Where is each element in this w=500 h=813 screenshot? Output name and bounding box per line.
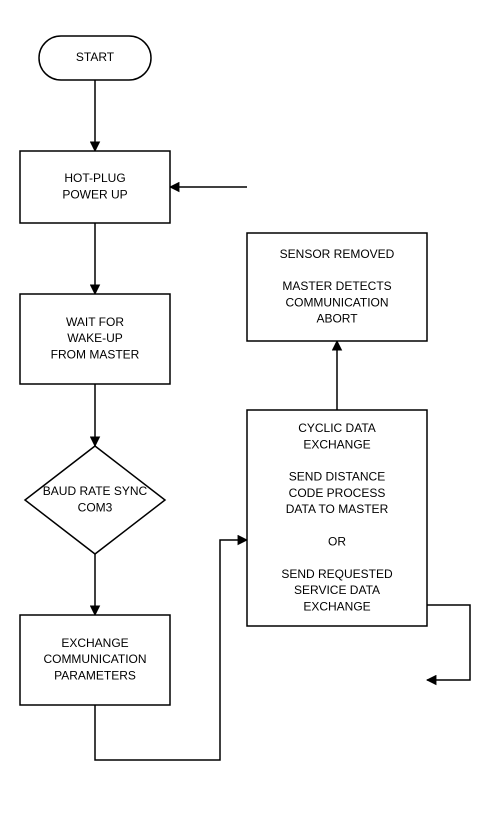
node-cyclic: CYCLIC DATA EXCHANGE SEND DISTANCE CODE PRO… [247,410,427,626]
removed-label-4: ABORT [316,312,358,326]
hotplug-label-1: POWER UP [62,187,127,201]
removed-label-2: MASTER DETECTS [282,279,391,293]
cyclic-label-1: EXCHANGE [303,437,370,451]
cyclic-label-0: CYCLIC DATA [298,421,376,435]
exchange-label-2: PARAMETERS [54,668,136,682]
node-hotplug: HOT-PLUG POWER UP [20,151,170,223]
removed-label-0: SENSOR REMOVED [280,247,395,261]
flowchart: START HOT-PLUG POWER UP WAIT FOR WAKE-UP FROM… [0,0,500,813]
node-baud: BAUD RATE SYNC COM3 [25,446,165,554]
node-exchange: EXCHANGE COMMUNICATION PARAMETERS [20,615,170,705]
wait-label-2: FROM MASTER [51,347,140,361]
wait-label-1: WAKE-UP [67,331,123,345]
start-label-0: START [76,50,115,64]
node-wait: WAIT FOR WAKE-UP FROM MASTER [20,294,170,384]
cyclic-label-11: EXCHANGE [303,599,370,613]
exchange-label-0: EXCHANGE [61,636,128,650]
cyclic-label-3: SEND DISTANCE [289,470,385,484]
node-removed: SENSOR REMOVED MASTER DETECTS COMMUNICATIO… [247,233,427,341]
wait-label-0: WAIT FOR [66,315,124,329]
baud-label-0: BAUD RATE SYNC [43,484,148,498]
hotplug-label-0: HOT-PLUG [64,171,125,185]
node-start: START [39,36,151,80]
exchange-label-1: COMMUNICATION [43,652,146,666]
cyclic-label-5: DATA TO MASTER [286,502,389,516]
removed-label-3: COMMUNICATION [285,295,388,309]
cyclic-label-4: CODE PROCESS [289,486,386,500]
baud-label-1: COM3 [78,500,113,514]
edge-cyclic-cyclic [427,605,470,680]
cyclic-label-9: SEND REQUESTED [281,567,393,581]
cyclic-label-7: OR [328,534,346,548]
cyclic-label-10: SERVICE DATA [294,583,380,597]
